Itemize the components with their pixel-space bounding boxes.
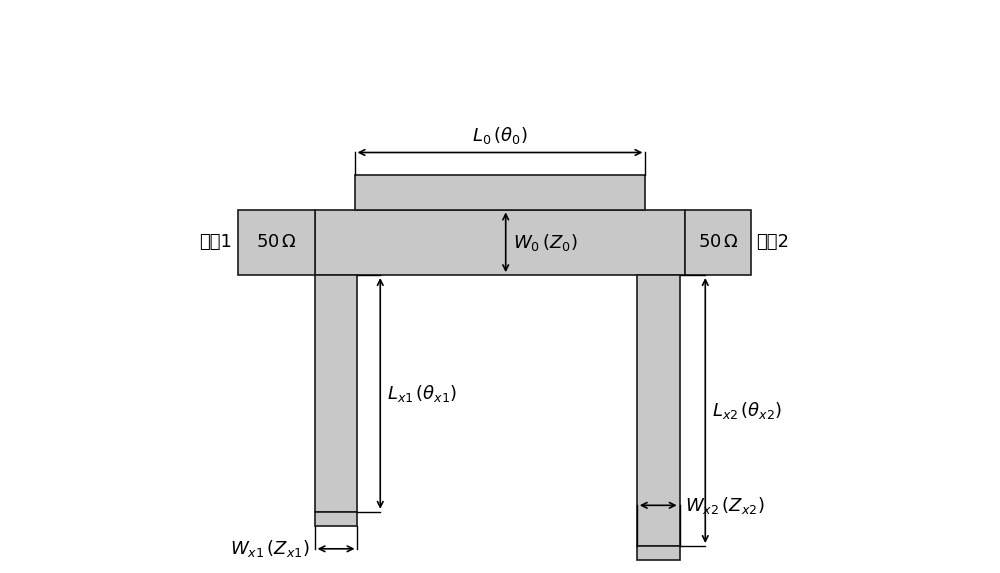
Text: 端口1: 端口1 [199,233,232,252]
Bar [315,210,685,275]
Text: $W_{x1}\,(Z_{x1})$: $W_{x1}\,(Z_{x1})$ [230,538,309,559]
Text: $L_{x2}\,(\theta_{x2})$: $L_{x2}\,(\theta_{x2})$ [712,400,783,421]
Bar [637,275,680,546]
Text: 端口2: 端口2 [757,233,790,252]
Bar [315,275,357,512]
Text: $50\,\Omega$: $50\,\Omega$ [256,233,297,252]
Bar [355,175,645,210]
Bar [685,210,751,275]
Text: $W_{x2}\,(Z_{x2})$: $W_{x2}\,(Z_{x2})$ [685,495,765,516]
Bar [238,210,315,275]
Bar [315,512,357,526]
Text: $50\,\Omega$: $50\,\Omega$ [698,233,739,252]
Bar [637,546,680,560]
Text: $L_0\,(\theta_0)$: $L_0\,(\theta_0)$ [472,125,528,146]
Text: $W_0\,(Z_0)$: $W_0\,(Z_0)$ [513,232,577,253]
Text: $L_{x1}\,(\theta_{x1})$: $L_{x1}\,(\theta_{x1})$ [387,383,457,404]
